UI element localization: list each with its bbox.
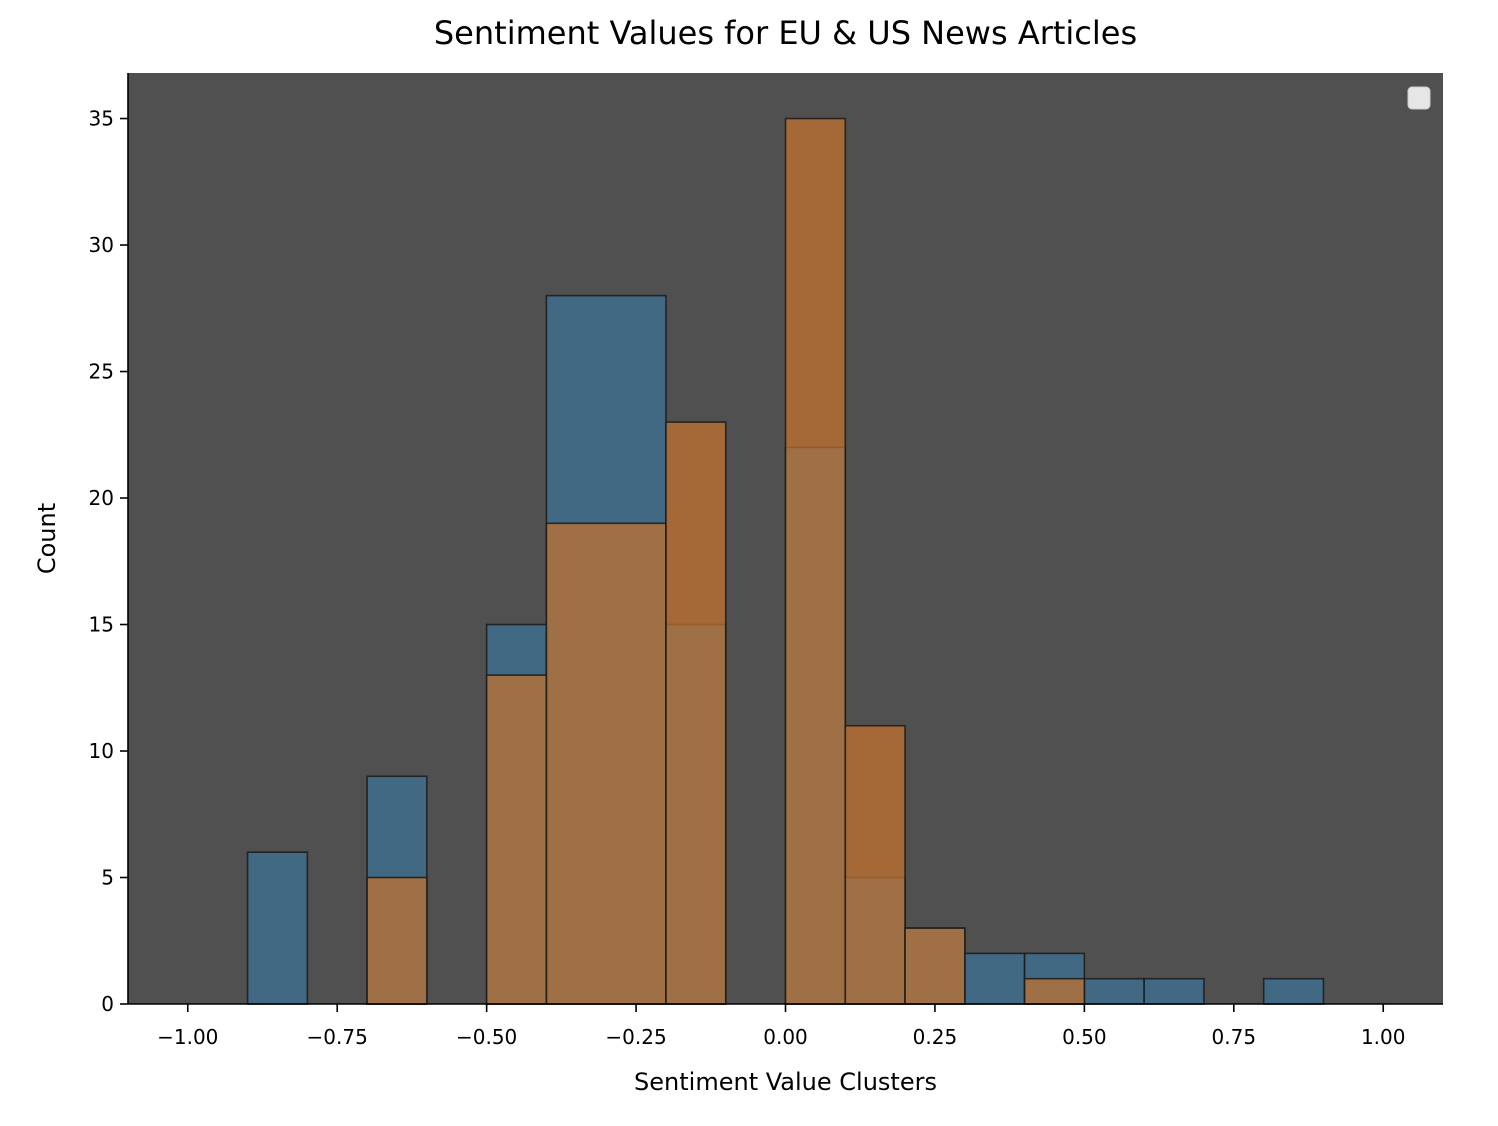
x-tick-label: 0.75: [1212, 1025, 1257, 1049]
y-tick-label: 20: [89, 486, 114, 510]
histogram-bar: [545, 522, 667, 1005]
histogram-bar: [1143, 977, 1205, 1005]
histogram-bar: [964, 952, 1026, 1005]
legend: [1407, 86, 1431, 110]
x-tick-label: −0.75: [307, 1025, 368, 1049]
y-axis-label: Count: [33, 503, 61, 574]
histogram-bar: [246, 851, 309, 1005]
x-tick-label: 0.00: [763, 1025, 808, 1049]
x-tick-label: 0.25: [913, 1025, 958, 1049]
y-tick-label: 0: [101, 992, 114, 1016]
y-tick-label: 5: [101, 866, 114, 890]
y-tick-label: 25: [89, 360, 114, 384]
histogram-bar: [904, 927, 966, 1005]
series-layer: [246, 117, 1325, 1005]
y-tick-label: 35: [89, 107, 114, 131]
histogram-bar: [1083, 977, 1145, 1005]
histogram-bar: [485, 674, 548, 1005]
x-tick-label: −0.50: [456, 1025, 517, 1049]
histogram-bar: [665, 421, 727, 1005]
x-tick-label: −1.00: [157, 1025, 218, 1049]
chart-title: Sentiment Values for EU & US News Articl…: [433, 14, 1138, 52]
x-axis-label: Sentiment Value Clusters: [634, 1068, 937, 1096]
y-tick-label: 30: [89, 233, 114, 257]
y-tick-label: 10: [89, 739, 114, 763]
x-tick-label: −0.25: [605, 1025, 666, 1049]
x-tick-label: 1.00: [1361, 1025, 1406, 1049]
histogram-bar: [1262, 977, 1325, 1005]
histogram-bar: [844, 724, 906, 1005]
histogram-bar: [1023, 977, 1086, 1005]
histogram-bar: [784, 117, 847, 1005]
series-2: [366, 117, 1086, 1005]
axes-layer: −1.00 −0.75 −0.50 −0.25 0.00 0.25 0.50 0.75 1.00…: [89, 73, 1443, 1049]
y-tick-label: 15: [89, 613, 114, 637]
x-tick-label: 0.50: [1062, 1025, 1107, 1049]
legend-box: [1407, 86, 1431, 110]
histogram-bar: [366, 876, 428, 1005]
